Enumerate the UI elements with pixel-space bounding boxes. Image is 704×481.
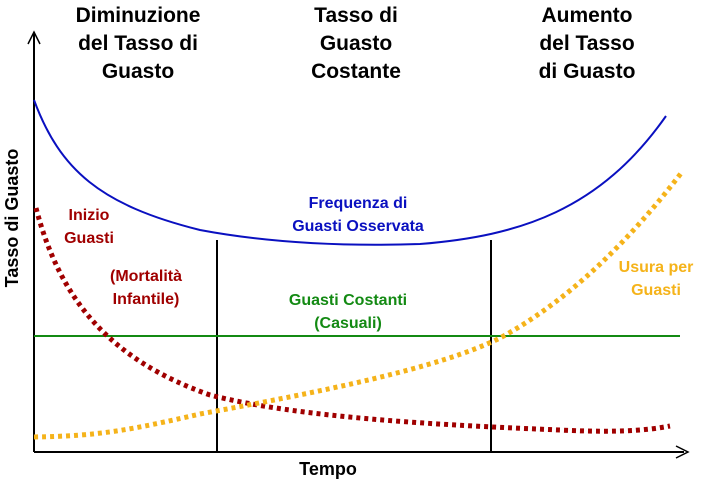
label-constant-line2: (Casuali) xyxy=(314,315,382,332)
header-decreasing-line2: del Tasso di xyxy=(78,32,198,55)
label-constant-line1: Guasti Costanti xyxy=(289,292,407,309)
label-infant-line1: (Mortalità xyxy=(110,268,182,285)
x-axis-title: Tempo xyxy=(299,459,357,479)
wearout-curve xyxy=(33,170,684,440)
header-decreasing-line3: Guasto xyxy=(102,60,174,83)
label-wearout-line2: Guasti xyxy=(631,282,681,299)
header-constant-line2: Guasto xyxy=(320,32,392,55)
label-wearout-line1: Usura per xyxy=(619,259,694,276)
header-constant-line1: Tasso di xyxy=(314,4,398,27)
observed-failure-curve xyxy=(33,99,667,246)
y-axis-arrow xyxy=(27,30,41,45)
header-increasing-line3: di Guasto xyxy=(539,60,636,83)
label-infant-line2: Infantile) xyxy=(113,291,180,308)
label-observed-line2: Guasti Osservata xyxy=(292,218,424,235)
label-wearout: Usura per Guasti xyxy=(619,259,694,299)
header-increasing: Aumento del Tasso di Guasto xyxy=(539,4,636,83)
header-decreasing-line1: Diminuzione xyxy=(76,4,201,27)
y-axis-title: Tasso di Guasto xyxy=(2,149,22,288)
label-early: Inizio Guasti xyxy=(64,207,114,247)
label-early-line1: Inizio xyxy=(69,207,110,224)
label-early-line2: Guasti xyxy=(64,230,114,247)
header-constant-line3: Costante xyxy=(311,60,401,83)
infant-mortality-curve xyxy=(33,207,671,434)
header-increasing-line2: del Tasso xyxy=(539,32,634,55)
x-axis-arrow xyxy=(675,445,690,459)
label-infant: (Mortalità Infantile) xyxy=(110,268,182,308)
header-increasing-line1: Aumento xyxy=(542,4,633,27)
header-constant: Tasso di Guasto Costante xyxy=(311,4,401,83)
label-observed-line1: Frequenza di xyxy=(309,195,408,212)
header-decreasing: Diminuzione del Tasso di Guasto xyxy=(76,4,201,83)
label-constant: Guasti Costanti (Casuali) xyxy=(289,292,407,332)
label-observed: Frequenza di Guasti Osservata xyxy=(292,195,424,235)
